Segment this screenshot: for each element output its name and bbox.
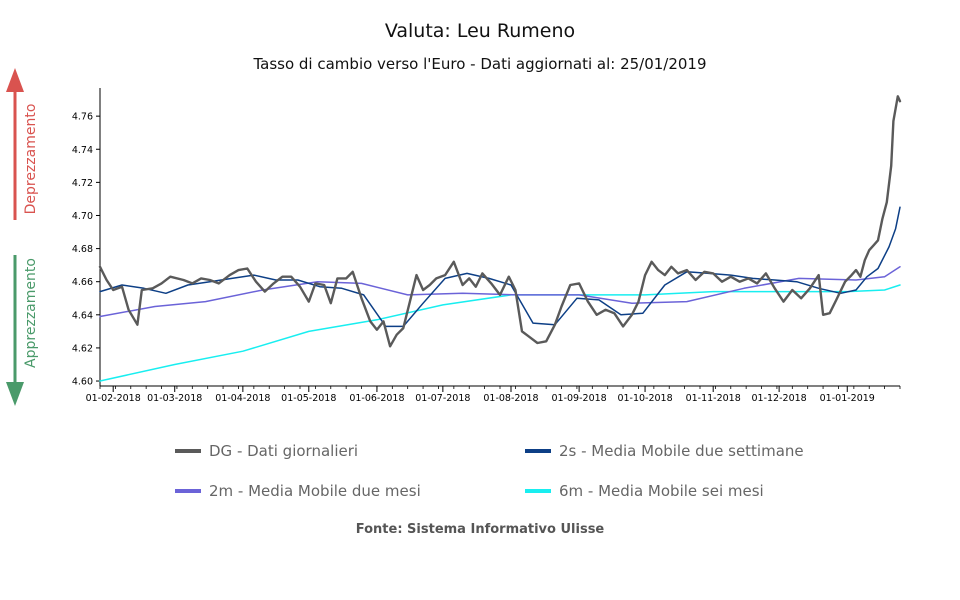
x-tick-label: 01-07-2018 [415, 393, 470, 404]
side-arrows [6, 68, 24, 406]
y-tick-label: 4.60 [72, 377, 93, 388]
legend-label-dg: DG - Dati giornalieri [209, 442, 359, 460]
legend-item-2s[interactable]: 2s - Media Mobile due settimane [525, 442, 804, 460]
y-tick-label: 4.66 [72, 277, 93, 288]
y-tick-label: 4.72 [72, 178, 93, 189]
x-axis-ticks: 01-02-2018 01-03-2018 01-04-2018 01-05-2018… [86, 386, 901, 404]
x-tick-label: 01-01-2019 [820, 393, 875, 404]
legend-item-dg[interactable]: DG - Dati giornalieri [175, 442, 358, 460]
y-tick-label: 4.68 [72, 244, 93, 255]
x-tick-label: 01-11-2018 [686, 393, 741, 404]
chart-axes [99, 88, 900, 387]
x-tick-label: 01-08-2018 [483, 393, 538, 404]
x-tick-label: 01-04-2018 [215, 393, 270, 404]
y-tick-label: 4.62 [72, 343, 93, 354]
x-tick-label: 01-05-2018 [281, 393, 336, 404]
legend-swatch-2m [175, 489, 201, 493]
source-note: Fonte: Sistema Informativo Ulisse [355, 522, 605, 537]
series-line-dg [98, 95, 902, 348]
legend-item-2m[interactable]: 2m - Media Mobile due mesi [175, 482, 421, 500]
chart-title: Valuta: Leu Rumeno [384, 20, 576, 42]
depreciation-label: Deprezzamento [23, 103, 39, 215]
depreciation-arrow-head [6, 68, 24, 92]
y-axis-ticks: 4.60 4.62 4.64 4.66 4.68 4.70 4.72 4.74 4.76 [72, 112, 100, 388]
x-tick-label: 01-09-2018 [552, 393, 607, 404]
y-tick-label: 4.76 [72, 112, 93, 123]
x-tick-label: 01-10-2018 [617, 393, 672, 404]
x-tick-label: 01-02-2018 [86, 393, 141, 404]
legend-swatch-dg [175, 449, 201, 453]
chart-series-lines [98, 95, 902, 382]
chart-subtitle: Tasso di cambio verso l'Euro - Dati aggi… [253, 55, 707, 73]
x-tick-label: 01-03-2018 [147, 393, 202, 404]
series-line-ma2s [99, 206, 901, 328]
y-tick-label: 4.74 [72, 145, 93, 156]
x-tick-label: 01-06-2018 [349, 393, 404, 404]
legend-label-6m: 6m - Media Mobile sei mesi [559, 482, 764, 500]
legend-item-6m[interactable]: 6m - Media Mobile sei mesi [525, 482, 764, 500]
x-tick-label: 01-12-2018 [752, 393, 807, 404]
legend-swatch-2s [525, 449, 551, 453]
appreciation-label: Apprezzamento [23, 258, 39, 368]
legend-label-2m: 2m - Media Mobile due mesi [209, 482, 421, 500]
appreciation-arrow-head [6, 382, 24, 406]
y-tick-label: 4.64 [72, 310, 93, 321]
legend-swatch-6m [525, 489, 551, 493]
y-tick-label: 4.70 [72, 211, 93, 222]
legend-label-2s: 2s - Media Mobile due settimane [559, 442, 804, 460]
